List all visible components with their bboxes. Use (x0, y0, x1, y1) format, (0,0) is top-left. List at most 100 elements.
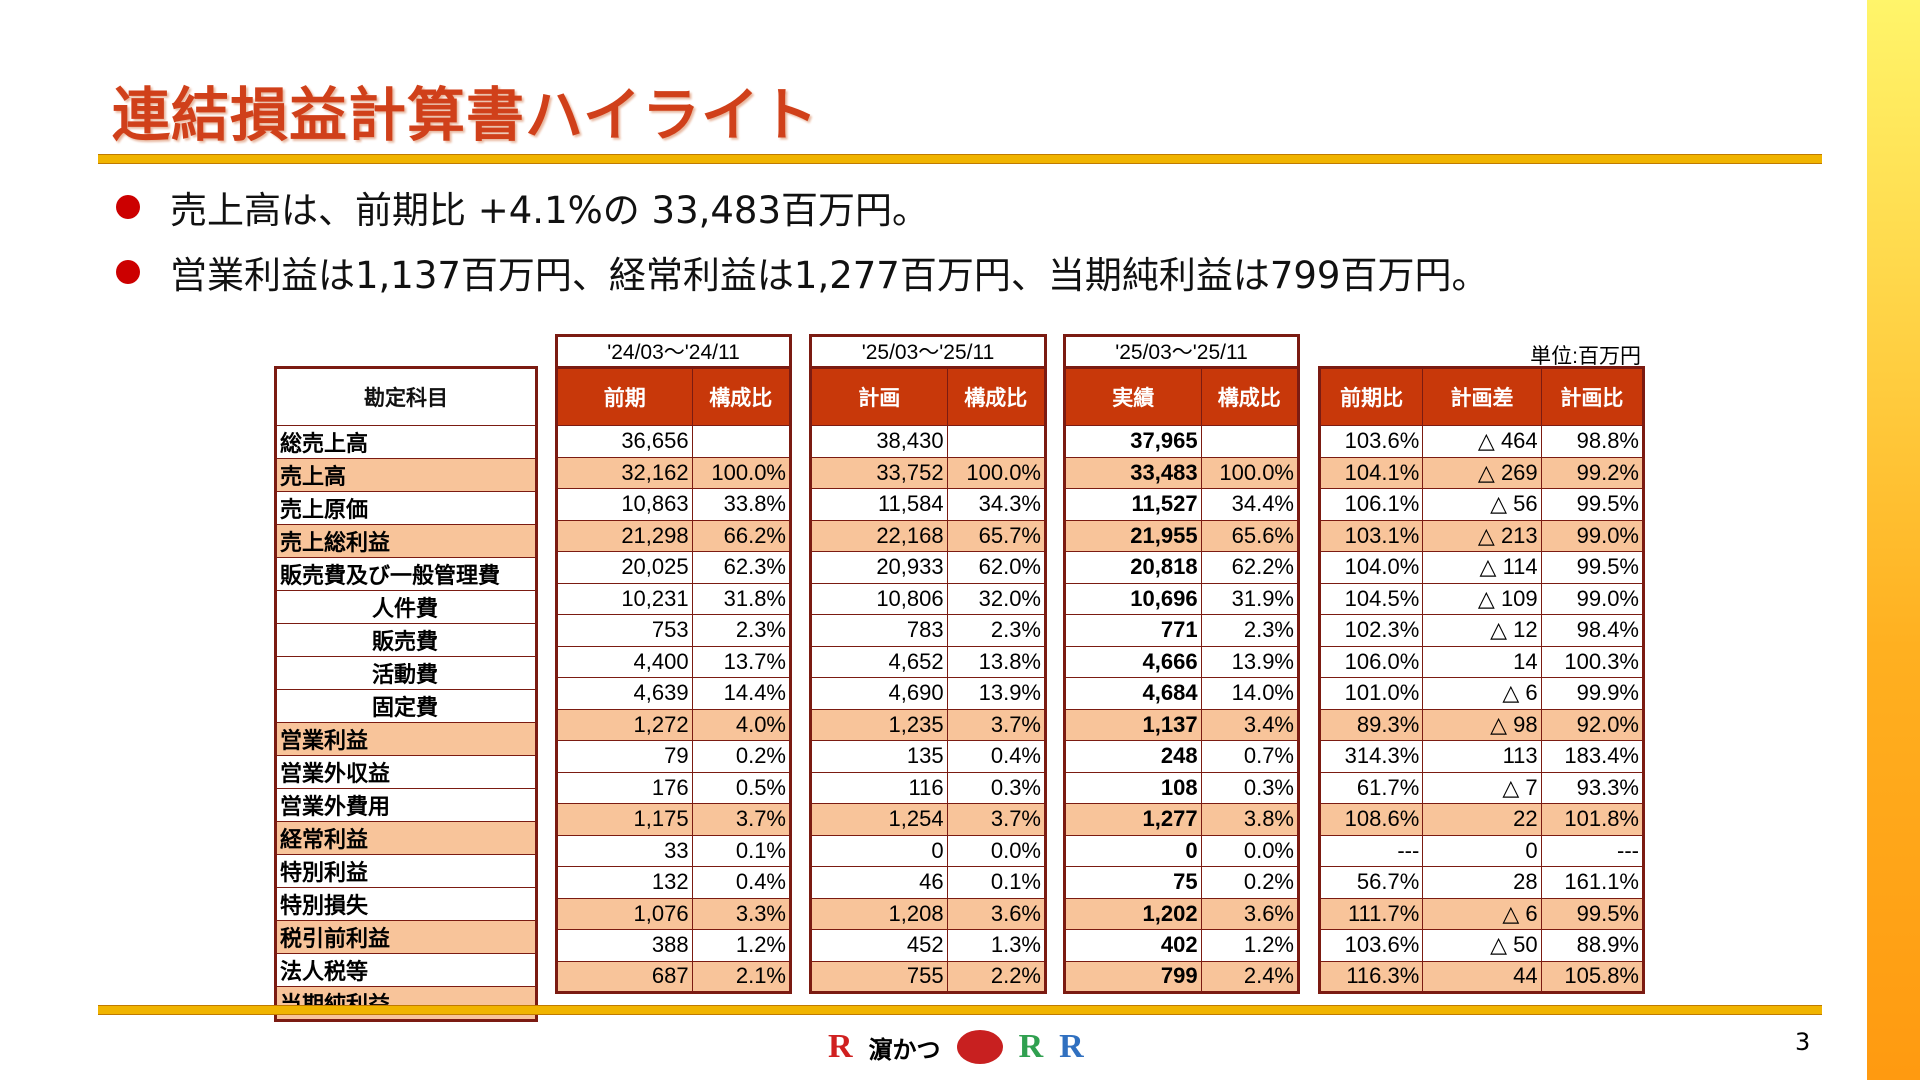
hamakatsu-logo: 濵かつ (868, 1037, 941, 1064)
value-cell: 11,527 (1064, 488, 1202, 521)
table-row: 388 1.2% (556, 929, 792, 962)
value-cell: 4,666 (1064, 645, 1202, 678)
value-cell: 176 (556, 771, 693, 804)
account-table: 勘定科目 総売上高 売上高 売上原価 売上総利益 販売費及び一般管理費 人件費 販売費 活動費固… (274, 366, 538, 1022)
value-cell: △ 213 (1422, 519, 1542, 552)
value-cell: 0.2% (1200, 866, 1300, 899)
bullet-text: 営業利益は1,137百万円、経常利益は1,277百万円、当期純利益は799百万円… (170, 254, 1489, 297)
value-cell: 75 (1064, 866, 1202, 899)
value-cell: --- (1318, 834, 1424, 867)
value-cell: △ 6 (1422, 677, 1542, 710)
table-row: 452 1.3% (810, 929, 1047, 962)
table-row: 783 2.3% (810, 614, 1047, 647)
value-cell (1200, 425, 1300, 458)
table-row: 33,752 100.0% (810, 456, 1047, 489)
bullet-text: 売上高は、前期比 +4.1%の 33,483百万円。 (170, 189, 929, 232)
value-cell: 3.7% (946, 708, 1047, 741)
value-cell: 4,652 (810, 645, 948, 678)
value-cell: 14.0% (1200, 677, 1300, 710)
value-cell: 113 (1422, 740, 1542, 773)
table-row: 4,639 14.4% (556, 677, 792, 710)
table-row: 108.6% 22 101.8% (1318, 803, 1645, 836)
table-row: 営業外費用 (275, 788, 537, 822)
value-cell: 1,202 (1064, 897, 1202, 930)
value-cell: 3.6% (946, 897, 1047, 930)
value-cell: 103.1% (1318, 519, 1424, 552)
column-header: 計画差 (1422, 367, 1542, 426)
table-row: 当期純利益 (275, 986, 537, 1021)
value-cell: △ 6 (1422, 897, 1542, 930)
value-cell: 0.3% (946, 771, 1047, 804)
value-cell: 100.3% (1540, 645, 1645, 678)
value-cell: 28 (1422, 866, 1542, 899)
table-row: 4,690 13.9% (810, 677, 1047, 710)
value-cell: 0 (1422, 834, 1542, 867)
value-cell: 3.4% (1200, 708, 1300, 741)
value-cell: 1,277 (1064, 803, 1202, 836)
rhd-logo: R (1059, 1028, 1084, 1065)
value-cell: 34.4% (1200, 488, 1300, 521)
value-cell: 2.2% (946, 960, 1047, 993)
value-cell: 116.3% (1318, 960, 1424, 993)
value-cell: 37,965 (1064, 425, 1202, 458)
value-cell: 4,690 (810, 677, 948, 710)
period-label-prior: '24/03～'24/11 (555, 334, 792, 369)
table-row: 人件費 (275, 590, 537, 624)
value-cell: 388 (556, 929, 693, 962)
value-cell: 99.5% (1540, 488, 1645, 521)
value-cell: 88.9% (1540, 929, 1645, 962)
value-cell: 753 (556, 614, 693, 647)
period-label-plan: '25/03～'25/11 (809, 334, 1047, 369)
value-cell: 0 (1064, 834, 1202, 867)
value-cell: 0.7% (1200, 740, 1300, 773)
table-row: 0 0.0% (810, 834, 1047, 867)
table-row: 4,666 13.9% (1064, 645, 1300, 678)
value-cell: 33 (556, 834, 693, 867)
table-row: 20,818 62.2% (1064, 551, 1300, 584)
table-row: 402 1.2% (1064, 929, 1300, 962)
value-cell: 100.0% (946, 456, 1047, 489)
table-row: 販売費 (275, 623, 537, 657)
value-cell: 0.1% (946, 866, 1047, 899)
value-cell: 98.8% (1540, 425, 1645, 458)
value-cell: 21,955 (1064, 519, 1202, 552)
value-cell: 106.1% (1318, 488, 1424, 521)
value-cell: 0.1% (691, 834, 792, 867)
value-cell: △ 7 (1422, 771, 1542, 804)
value-cell: 135 (810, 740, 948, 773)
value-cell: 314.3% (1318, 740, 1424, 773)
table-row: 営業利益 (275, 722, 537, 756)
value-cell: 1.2% (691, 929, 792, 962)
value-cell: 3.6% (1200, 897, 1300, 930)
unit-label: 単位:百万円 (1530, 345, 1641, 368)
value-cell: 36,656 (556, 425, 693, 458)
column-header: 構成比 (946, 367, 1047, 426)
account-label: 固定費 (275, 689, 537, 723)
value-cell: 101.8% (1540, 803, 1645, 836)
account-label: 特別利益 (275, 854, 537, 888)
value-cell: △ 12 (1422, 614, 1542, 647)
value-cell: 2.3% (691, 614, 792, 647)
period-label-actual: '25/03～'25/11 (1063, 334, 1300, 369)
table-row: 販売費及び一般管理費 (275, 557, 537, 591)
value-cell: 89.3% (1318, 708, 1424, 741)
value-cell: 116 (810, 771, 948, 804)
value-cell: 22,168 (810, 519, 948, 552)
value-cell: 31.9% (1200, 582, 1300, 615)
table-row: 20,933 62.0% (810, 551, 1047, 584)
title-divider (98, 154, 1822, 164)
table-row: 56.7% 28 161.1% (1318, 866, 1645, 899)
value-cell: 65.7% (946, 519, 1047, 552)
table-row: 106.1% △ 56 99.5% (1318, 488, 1645, 521)
value-cell: 4,639 (556, 677, 693, 710)
value-cell: 10,863 (556, 488, 693, 521)
decorative-gradient-bar (1867, 0, 1920, 1080)
value-cell: 2.3% (1200, 614, 1300, 647)
value-cell (691, 425, 792, 458)
value-cell: 2.4% (1200, 960, 1300, 993)
value-cell: △ 98 (1422, 708, 1542, 741)
value-cell: 111.7% (1318, 897, 1424, 930)
value-cell: 452 (810, 929, 948, 962)
value-cell: 92.0% (1540, 708, 1645, 741)
value-cell: 99.0% (1540, 582, 1645, 615)
